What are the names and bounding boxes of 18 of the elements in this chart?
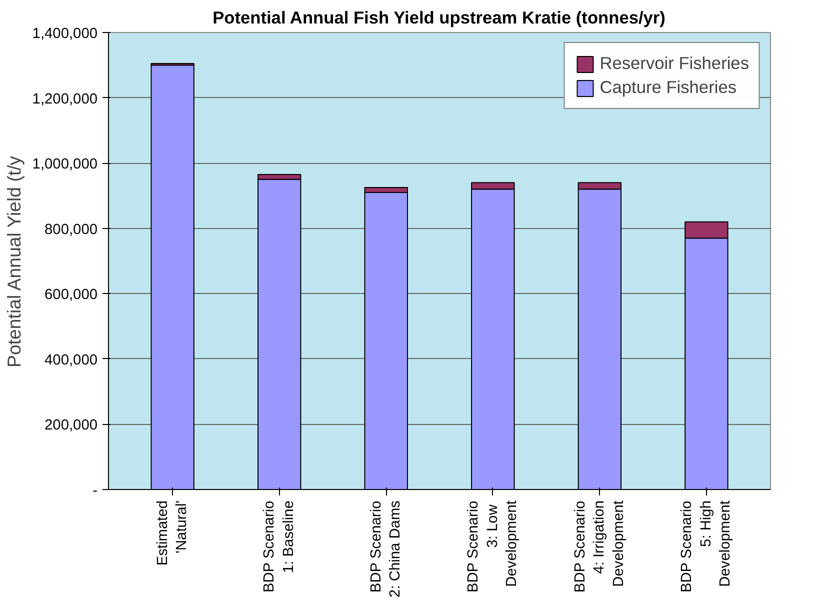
x-tick-label: BDP Scenario 2: China Dams (368, 500, 404, 598)
y-tick-label: 1,000,000 (32, 156, 98, 173)
y-tick-label: - (92, 483, 98, 499)
y-tick-label: 600,000 (44, 287, 98, 304)
y-tick-label: 1,200,000 (32, 91, 98, 108)
y-tick-label: 200,000 (44, 418, 98, 434)
x-tick-label: Estimated 'Natural' (154, 500, 190, 566)
y-tick-label: 400,000 (44, 352, 98, 368)
y-tick-label: 1,400,000 (32, 26, 98, 42)
x-tick-label: BDP Scenario 5: High Development (679, 500, 734, 593)
chart-title: Potential Annual Fish Yield upstream Kratie (tonnes/yr) (212, 8, 666, 28)
x-tick-label: BDP Scenario 4: Irrigation Development (572, 500, 627, 593)
legend-label: Capture Fisheries (600, 77, 736, 98)
y-axis-title: Potential Annual Yield (t/y (3, 155, 24, 368)
x-tick-label: BDP Scenario 3: Low Development (466, 500, 520, 593)
y-tick-label: 800,000 (44, 222, 98, 238)
legend-label: Reservoir Fisheries (600, 53, 749, 74)
x-tick-label: BDP Scenario 1: Baseline (262, 500, 297, 593)
